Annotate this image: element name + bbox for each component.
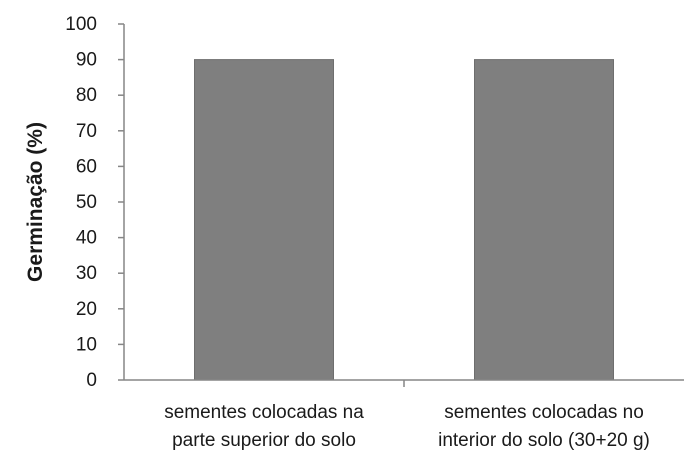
y-tick-label: 100	[65, 14, 97, 35]
y-axis-ticks: 0 10 20 30 40 50 60 70 80 90 100	[65, 14, 124, 391]
bar	[474, 59, 614, 381]
bar	[194, 59, 334, 381]
y-tick-label: 30	[76, 263, 97, 284]
y-tick-label: 70	[76, 121, 97, 142]
y-tick-label: 20	[76, 299, 97, 320]
y-tick-label: 60	[76, 156, 97, 177]
y-tick-label: 40	[76, 228, 97, 249]
axes	[123, 24, 684, 387]
bars	[194, 59, 614, 381]
y-axis-title: Germinação (%)	[24, 122, 47, 282]
y-tick-label: 10	[76, 334, 97, 355]
y-tick-label: 0	[86, 370, 97, 391]
x-category-label: parte superior do solo	[172, 430, 356, 451]
x-category-label: sementes colocadas na	[164, 402, 364, 423]
y-tick-label: 50	[76, 192, 97, 213]
y-tick-label: 90	[76, 50, 97, 71]
x-axis-labels: sementes colocadas na parte superior do s…	[164, 402, 650, 451]
x-category-label: sementes colocadas no	[444, 402, 644, 423]
y-tick-label: 80	[76, 85, 97, 106]
x-category-label: interior do solo (30+20 g)	[438, 430, 650, 451]
